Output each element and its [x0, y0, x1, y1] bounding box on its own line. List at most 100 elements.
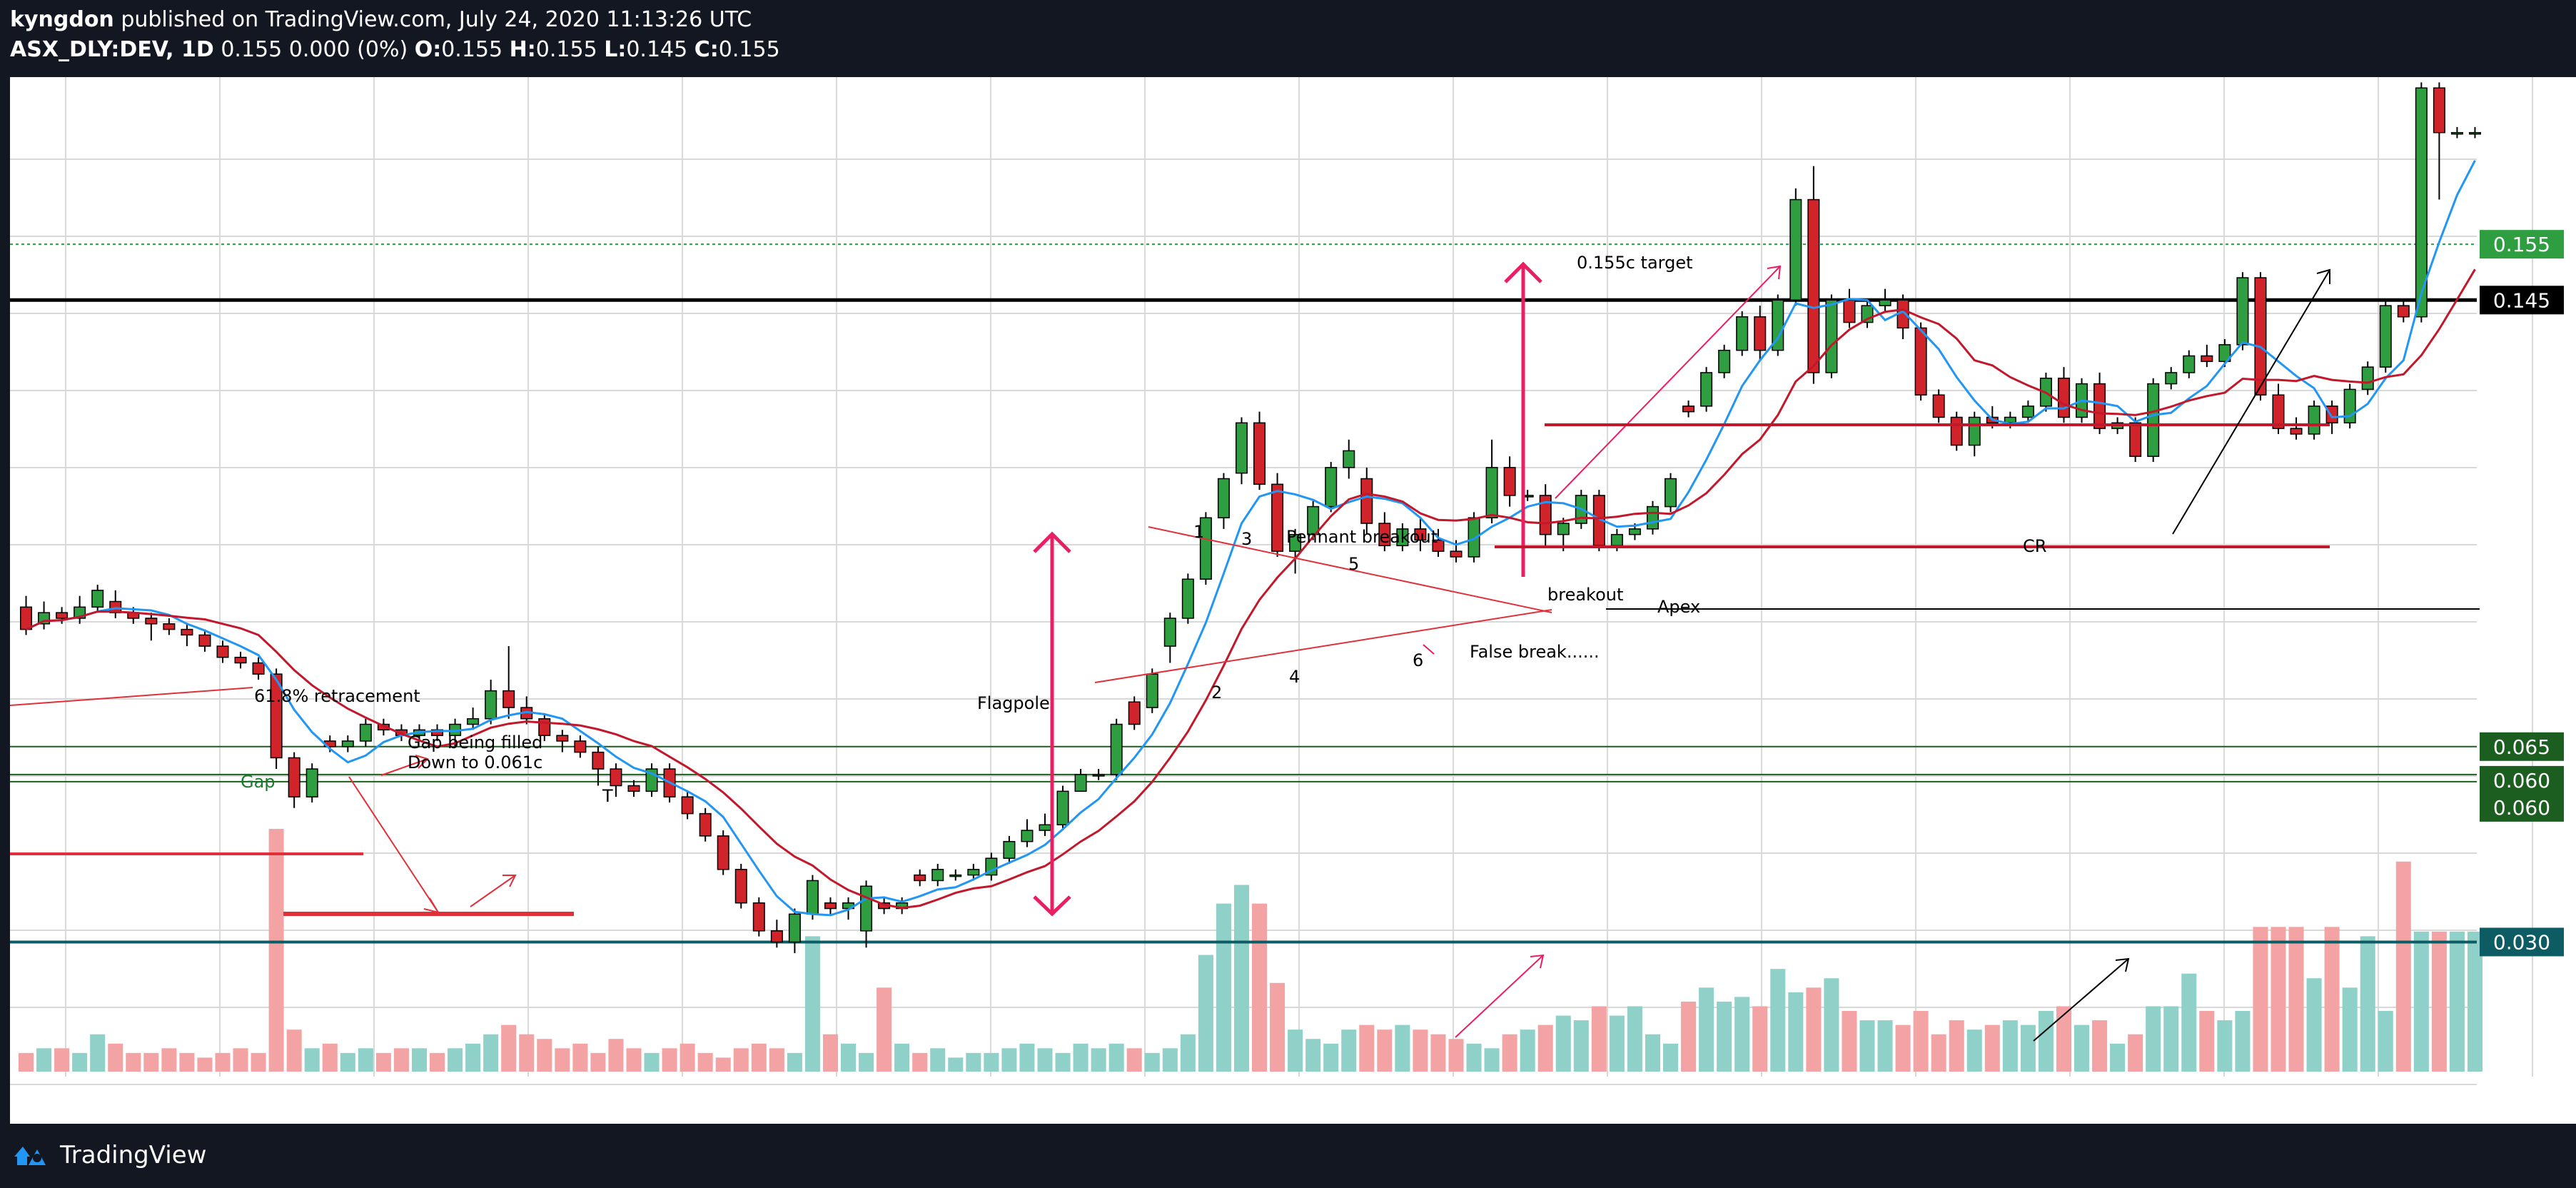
volume-bar	[626, 1048, 642, 1072]
volume-bar	[233, 1048, 248, 1072]
candle-body	[627, 785, 640, 792]
volume-bar	[769, 1048, 784, 1072]
volume-bar	[2467, 931, 2482, 1072]
volume-bar	[161, 1048, 177, 1072]
volume-bar	[2235, 1011, 2251, 1072]
candle-body	[1289, 533, 1302, 552]
candle-body	[216, 645, 229, 658]
candle-body	[270, 673, 283, 759]
volume-bar	[1788, 992, 1804, 1072]
volume-bar	[1180, 1034, 1196, 1072]
volume-bar	[2271, 927, 2286, 1072]
tradingview-logo-icon[interactable]	[13, 1141, 53, 1169]
volume-bar	[1770, 969, 1786, 1072]
label-5: 5	[1348, 554, 1359, 574]
chart-background	[10, 77, 2576, 1124]
volume-bars	[19, 829, 2482, 1072]
volume-arrow-black-head	[2115, 957, 2130, 972]
volume-bar	[1001, 1048, 1017, 1072]
volume-bar	[662, 1048, 677, 1072]
volume-bar	[1216, 903, 1231, 1072]
volume-bar	[1430, 1034, 1446, 1072]
candle-body	[931, 869, 944, 882]
volume-bar	[1699, 987, 1714, 1072]
volume-bar	[2342, 987, 2358, 1072]
candle-body	[502, 690, 515, 708]
chart-footer: TradingView	[0, 1124, 2576, 1188]
candle-body	[1253, 422, 1266, 485]
volume-bar	[1520, 1030, 1535, 1072]
label-gap-filled: Gap being filled	[408, 733, 542, 752]
low-label: L:	[604, 37, 627, 62]
tradingview-brand[interactable]: TradingView	[60, 1141, 207, 1169]
candle-body	[2450, 131, 2463, 135]
volume-bar	[2092, 1020, 2108, 1072]
candle-body	[1789, 198, 1802, 301]
candle-body	[56, 612, 69, 619]
volume-bar	[2378, 1011, 2393, 1072]
candle-body	[1450, 550, 1463, 558]
candle-body	[1932, 394, 1945, 418]
candle-body	[1468, 517, 1480, 558]
volume-bar	[1448, 1039, 1464, 1072]
moving-averages	[25, 160, 2476, 917]
volume-bar	[1984, 1025, 2000, 1072]
candle-body	[574, 740, 587, 753]
candle-body	[1074, 774, 1087, 792]
candle-body	[20, 606, 33, 630]
volume-bar	[1019, 1043, 1035, 1072]
volume-bar	[984, 1052, 999, 1072]
target-projection-head	[1767, 265, 1782, 280]
candle-body	[806, 880, 819, 915]
volume-bar	[1341, 1030, 1357, 1072]
volume-bar	[2146, 1006, 2161, 1072]
candle-body	[1235, 422, 1248, 474]
author-name[interactable]: kyngdon	[10, 7, 114, 32]
volume-bar	[1609, 1015, 1625, 1072]
volume-bar	[1055, 1052, 1071, 1072]
pennant-lower-line	[1094, 609, 1552, 683]
volume-bar	[1091, 1048, 1106, 1072]
candle-body	[1396, 528, 1409, 547]
volume-bar	[680, 1043, 695, 1072]
candle-body	[1199, 517, 1212, 580]
volume-bar	[1966, 1030, 1982, 1072]
candle-body	[1485, 467, 1498, 518]
candle-body	[1628, 528, 1641, 535]
symbol-label[interactable]: ASX_DLY:DEV, 1D	[10, 37, 214, 62]
candle-body	[467, 718, 480, 725]
candle-body	[2290, 428, 2303, 435]
volume-bar	[572, 1043, 588, 1072]
volume-bar	[1502, 1034, 1517, 1072]
volume-bar	[787, 1052, 802, 1072]
open-value: 0.155	[441, 37, 503, 62]
volume-arrow-red-head	[1530, 954, 1545, 969]
label-flagpole: Flagpole	[977, 693, 1050, 713]
candle-body	[717, 835, 729, 870]
volume-bar	[1252, 903, 1268, 1072]
candle-body	[431, 729, 444, 736]
volume-bar	[1645, 1034, 1660, 1072]
candle-body	[341, 740, 354, 747]
volume-bar	[519, 1034, 535, 1072]
volume-bar	[2217, 1020, 2233, 1072]
volume-bar	[1270, 982, 1286, 1072]
price-chart[interactable]: 61.8% retracement Gap being filled Down …	[10, 77, 2576, 1124]
volume-bar	[877, 987, 892, 1072]
volume-bar	[2074, 1025, 2090, 1072]
volume-bar	[1627, 1006, 1642, 1072]
candle-body	[2236, 277, 2249, 346]
candle-body	[145, 618, 158, 625]
volume-bar	[2020, 1025, 2036, 1072]
volume-bar	[465, 1043, 481, 1072]
volume-bar	[1108, 1043, 1124, 1072]
price-label-text: 0.145	[2493, 288, 2550, 312]
candle-body	[592, 751, 605, 770]
volume-bar	[1126, 1048, 1142, 1072]
volume-bar	[1913, 1011, 1929, 1072]
candle-body	[1682, 406, 1695, 413]
price-label-box	[2480, 792, 2564, 822]
candle-body	[1110, 723, 1123, 775]
volume-bar	[2360, 936, 2375, 1072]
candle-body	[2361, 366, 2374, 391]
